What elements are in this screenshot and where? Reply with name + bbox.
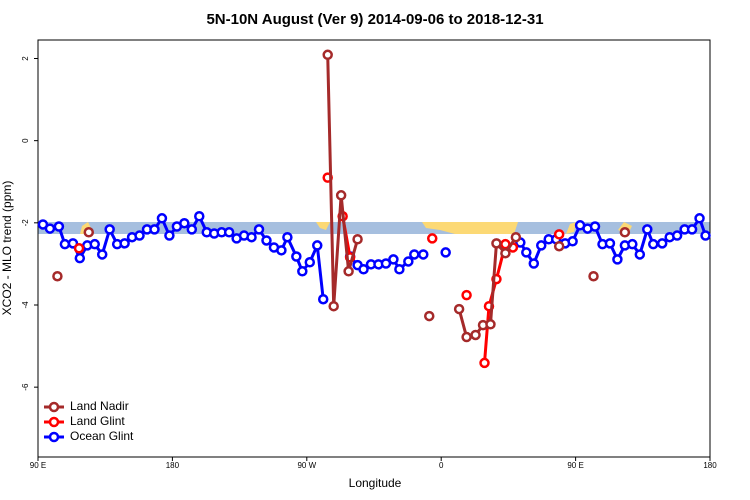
x-tick-label: 0: [439, 461, 444, 470]
land-patch: [566, 222, 576, 234]
data-point: [394, 263, 405, 275]
data-point: [89, 238, 100, 250]
data-point: [528, 258, 540, 269]
data-point: [491, 238, 502, 249]
data-point: [553, 240, 565, 252]
data-point: [322, 49, 333, 61]
data-point: [304, 257, 316, 268]
data-point: [352, 234, 363, 245]
data-point: [246, 231, 257, 243]
data-point: [424, 310, 435, 322]
data-point: [317, 293, 329, 305]
data-point: [461, 289, 472, 301]
legend-label: Land Nadir: [70, 399, 129, 413]
data-point: [510, 231, 522, 243]
data-point: [671, 230, 683, 241]
data-point: [282, 231, 293, 243]
data-point: [59, 238, 71, 250]
y-tick-label: -2: [21, 219, 30, 227]
data-point: [500, 247, 511, 259]
data-point: [426, 233, 438, 244]
data-point: [388, 254, 399, 265]
data-point: [470, 329, 481, 341]
data-point: [83, 227, 95, 238]
data-point: [461, 331, 472, 343]
y-tick-label: -6: [21, 383, 30, 391]
data-point: [343, 266, 354, 277]
data-point: [52, 270, 63, 282]
x-tick-label: 180: [703, 461, 717, 470]
data-point: [119, 238, 130, 249]
data-point: [179, 217, 190, 229]
data-point: [648, 238, 659, 250]
data-point: [253, 224, 265, 235]
data-point: [619, 227, 631, 238]
data-point: [485, 319, 496, 330]
x-tick-label: 90 E: [30, 461, 46, 470]
data-point: [297, 266, 308, 277]
data-point: [409, 249, 420, 260]
x-tick-label: 180: [166, 461, 180, 470]
data-point: [553, 229, 565, 240]
data-point: [612, 254, 623, 265]
data-point: [44, 223, 56, 234]
legend-marker: [48, 431, 60, 443]
data-point: [380, 258, 392, 269]
data-point: [53, 221, 65, 232]
land-patch: [422, 222, 518, 234]
y-tick-label: 0: [21, 138, 30, 143]
data-point: [335, 190, 347, 201]
data-point: [479, 357, 490, 369]
data-point: [74, 252, 86, 264]
x-tick-label: 90 W: [297, 461, 316, 470]
data-point: [588, 270, 599, 282]
data-point: [686, 224, 698, 235]
data-point: [328, 300, 339, 312]
data-point: [358, 263, 369, 275]
legend-label: Ocean Glint: [70, 429, 134, 443]
data-point: [642, 224, 653, 235]
data-point: [627, 238, 638, 250]
data-point: [104, 224, 115, 235]
data-point: [276, 245, 287, 256]
data-point: [96, 249, 108, 260]
data-point: [261, 235, 272, 246]
data-point: [521, 247, 532, 258]
y-tick-label: 2: [21, 56, 30, 61]
legend-marker: [48, 401, 60, 413]
data-point: [656, 238, 668, 249]
legend-marker: [48, 416, 60, 428]
data-point: [312, 240, 323, 251]
y-tick-label: -4: [21, 301, 30, 309]
data-point: [164, 230, 175, 241]
data-point: [73, 243, 85, 254]
data-point: [134, 230, 145, 241]
data-point: [589, 221, 601, 232]
data-point: [403, 256, 414, 267]
x-axis-label: Longitude: [349, 476, 402, 490]
data-point: [291, 251, 302, 262]
data-point: [418, 249, 429, 260]
chart-title: 5N-10N August (Ver 9) 2014-09-06 to 2018…: [206, 11, 543, 28]
data-point: [440, 247, 451, 258]
data-point: [453, 303, 465, 315]
y-axis-label: XCO2 - MLO trend (ppm): [0, 181, 14, 316]
land-patch: [316, 222, 330, 230]
data-point: [223, 227, 235, 238]
x-tick-label: 90 E: [567, 461, 583, 470]
data-point: [186, 224, 198, 235]
data-point: [567, 236, 578, 247]
data-point: [700, 230, 711, 241]
legend-label: Land Glint: [70, 414, 125, 428]
plot-frame: [37, 39, 711, 458]
data-point: [194, 210, 205, 222]
data-point: [634, 249, 646, 260]
data-point: [536, 240, 547, 251]
data-point: [694, 213, 705, 224]
data-point: [149, 224, 160, 235]
data-point: [604, 238, 616, 249]
data-point: [156, 213, 168, 224]
